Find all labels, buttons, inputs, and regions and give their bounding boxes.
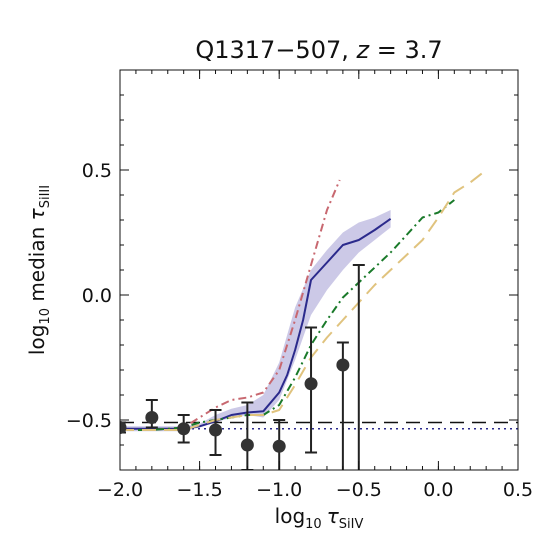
point-marker bbox=[177, 422, 191, 436]
point-marker bbox=[240, 438, 254, 452]
data-point-8 bbox=[336, 341, 350, 470]
x-tick-label: 0.0 bbox=[423, 479, 453, 501]
data-point-4 bbox=[209, 409, 223, 456]
tick-labels: −2.0 −1.5 −1.0 −0.5 0.0 0.5 −0.5 0.0 0.5 bbox=[66, 160, 533, 501]
series-line-3 bbox=[120, 199, 455, 431]
x-tick-label: −0.5 bbox=[336, 479, 382, 501]
x-tick-label: −1.5 bbox=[177, 479, 223, 501]
plot-frame bbox=[119, 69, 519, 471]
data-point-9 bbox=[352, 264, 365, 470]
data-point-5 bbox=[240, 401, 254, 470]
series-line-4 bbox=[120, 169, 487, 431]
confidence-band bbox=[120, 210, 391, 432]
x-tick-label: −2.0 bbox=[97, 479, 143, 501]
y-tick-label: −0.5 bbox=[66, 410, 112, 432]
point-marker bbox=[120, 421, 127, 434]
y-axis-label: log10 median τSiIII bbox=[25, 185, 53, 355]
point-marker bbox=[209, 423, 223, 437]
point-marker bbox=[336, 358, 350, 372]
data-point-3 bbox=[177, 414, 191, 444]
series-line-2 bbox=[120, 179, 341, 431]
y-tick-label: 0.5 bbox=[82, 160, 112, 182]
point-marker bbox=[304, 377, 318, 391]
y-tick-label: 0.0 bbox=[82, 285, 112, 307]
chart-title: Q1317−507, z = 3.7 bbox=[195, 36, 442, 64]
data-point-2 bbox=[145, 399, 159, 429]
plot-area bbox=[120, 169, 518, 470]
x-axis-label: log10 τSiIV bbox=[275, 504, 364, 532]
data-point-1 bbox=[120, 421, 127, 434]
data-point-7 bbox=[304, 326, 318, 454]
x-tick-label: 0.5 bbox=[503, 479, 533, 501]
point-marker bbox=[145, 411, 159, 424]
x-tick-label: −1.0 bbox=[256, 479, 302, 501]
point-marker bbox=[272, 439, 286, 453]
